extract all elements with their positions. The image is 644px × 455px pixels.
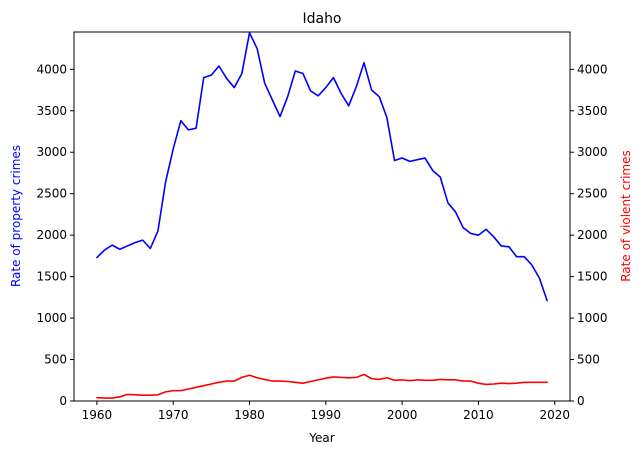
y-left-tick-label: 4000 [36, 62, 67, 76]
x-tick-label: 1970 [158, 408, 189, 422]
x-axis: 1960 1970 1980 1990 2000 2010 2020 [82, 401, 570, 422]
y-left-tick-label: 2000 [36, 228, 67, 242]
y-left-tick-label: 2500 [36, 187, 67, 201]
chart-title: Idaho [302, 11, 341, 27]
plot-lines [96, 32, 548, 399]
y-right-tick-label: 0 [577, 394, 585, 408]
x-tick-label: 1990 [311, 408, 342, 422]
property-crimes-line [96, 32, 548, 302]
y-axis-right: 0 500 1000 1500 2000 2500 3000 3500 4000 [570, 62, 608, 408]
y-right-tick-label: 4000 [577, 62, 608, 76]
violent-crimes-line [96, 373, 548, 399]
x-tick-label: 1980 [234, 408, 265, 422]
x-tick-label: 2020 [539, 408, 570, 422]
x-tick-label: 1960 [82, 408, 113, 422]
y-right-tick-label: 1500 [577, 270, 608, 284]
y-left-tick-label: 0 [59, 394, 67, 408]
x-tick-label: 2010 [463, 408, 494, 422]
y-left-tick-label: 3500 [36, 104, 67, 118]
y-right-tick-label: 1000 [577, 311, 608, 325]
x-axis-title: Year [308, 431, 334, 445]
y-right-tick-label: 3000 [577, 145, 608, 159]
plot-frame [73, 31, 571, 402]
y-axis-left: 0 500 1000 1500 2000 2500 3000 3500 4000 [36, 62, 74, 408]
y-left-tick-label: 3000 [36, 145, 67, 159]
x-tick-label: 2000 [387, 408, 418, 422]
y-right-tick-label: 2500 [577, 187, 608, 201]
y-left-tick-label: 1500 [36, 270, 67, 284]
y-right-tick-label: 2000 [577, 228, 608, 242]
y-right-tick-label: 3500 [577, 104, 608, 118]
y-left-tick-label: 1000 [36, 311, 67, 325]
y-right-tick-label: 500 [577, 353, 600, 367]
y-axis-left-title: Rate of property crimes [9, 145, 23, 287]
y-axis-right-title: Rate of violent crimes [619, 150, 633, 282]
y-left-tick-label: 500 [44, 353, 67, 367]
